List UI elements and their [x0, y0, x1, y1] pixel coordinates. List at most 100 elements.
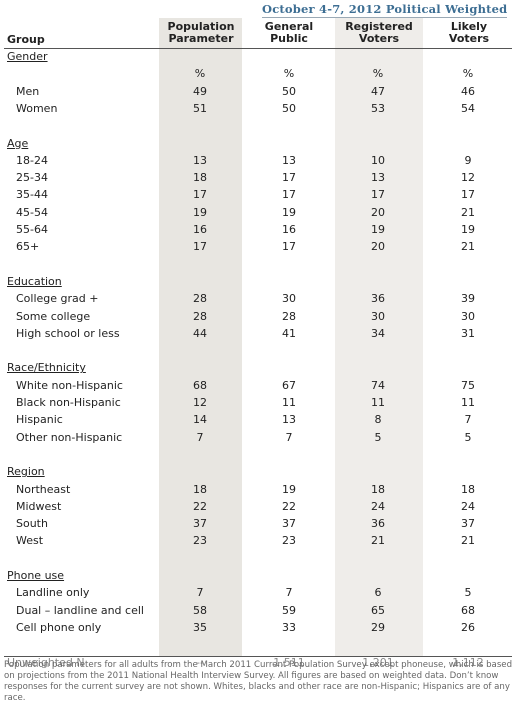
- row-label: 65+: [16, 240, 40, 254]
- category-row: Region: [0, 463, 517, 480]
- cell-c2: 28: [282, 309, 296, 323]
- cell-c1: 22: [193, 499, 207, 513]
- table-row: South 37 37 36 37: [0, 515, 517, 532]
- cell-c4: 68: [461, 603, 475, 617]
- registered-column-shade: [335, 18, 423, 656]
- cell-c4: 17: [461, 188, 475, 202]
- cell-c1: 28: [193, 292, 207, 306]
- cell-c2: 19: [282, 482, 296, 496]
- cell-c3: 20: [371, 240, 385, 254]
- cell-c3: 17: [371, 188, 385, 202]
- cell-c2: 17: [282, 188, 296, 202]
- cell-c1: 68: [193, 378, 207, 392]
- table-row: Men 49 50 47 46: [0, 83, 517, 100]
- cell-c1: 37: [193, 517, 207, 531]
- category-row: Age: [0, 135, 517, 152]
- row-label: College grad +: [16, 292, 99, 306]
- table-row: 45-54 19 19 20 21: [0, 204, 517, 221]
- row-label: 25-34: [16, 171, 48, 185]
- cell-c2: 16: [282, 223, 296, 236]
- row-label: Other non-Hispanic: [16, 430, 123, 444]
- cell-c2: 22: [282, 499, 296, 513]
- cell-c2: 13: [282, 153, 296, 167]
- cell-c1: 16: [193, 223, 207, 236]
- table-row: College grad + 28 30 36 39: [0, 290, 517, 307]
- cell-c1: 18: [193, 482, 207, 496]
- row-label: West: [16, 534, 44, 548]
- cell-c3: 34: [371, 326, 385, 340]
- header-general-public: General Public: [264, 20, 314, 45]
- category-label: Age: [7, 136, 29, 150]
- footnote: Population parameters for all adults fro…: [4, 660, 513, 703]
- cell-c1: 58: [193, 603, 207, 617]
- table-row: 35-44 17 17 17 17: [0, 186, 517, 203]
- table-row: 55-64 16 16 19 19: [0, 221, 517, 238]
- row-label: Some college: [16, 309, 91, 323]
- cell-c3: 36: [371, 292, 385, 306]
- cell-c3: 47: [371, 84, 385, 98]
- cell-c2: 17: [282, 171, 296, 185]
- row-label: 18-24: [16, 153, 48, 167]
- table-row: High school or less 44 41 34 31: [0, 325, 517, 342]
- table-row: Women 51 50 53 54: [0, 100, 517, 117]
- table-row: 25-34 18 17 13 12: [0, 169, 517, 186]
- cell-c3: 29: [371, 620, 385, 634]
- cell-c4: 54: [461, 101, 475, 115]
- row-label: Women: [16, 101, 58, 115]
- cell-c4: 18: [461, 482, 475, 496]
- cell-c1: --: [196, 655, 204, 669]
- cell-c1: 7: [196, 586, 204, 600]
- cell-c2: 33: [282, 620, 296, 634]
- cell-c4: 12: [461, 171, 475, 185]
- cell-c3: 11: [371, 396, 385, 409]
- cell-c2: 67: [282, 378, 296, 392]
- cell-c4: 21: [461, 534, 475, 548]
- row-label: Midwest: [16, 499, 62, 513]
- category-label: Region: [7, 465, 45, 479]
- header-rule: [4, 48, 512, 49]
- cell-c4: 9: [464, 153, 472, 167]
- cell-c4: 19: [461, 223, 475, 236]
- cell-c3: %: [372, 67, 384, 81]
- table-row: 18-24 13 13 10 9: [0, 152, 517, 169]
- row-label: Hispanic: [16, 413, 63, 427]
- cell-c4: 30: [461, 309, 475, 323]
- cell-c1: 28: [193, 309, 207, 323]
- cell-c3: 5: [374, 430, 382, 444]
- cell-c1: %: [194, 67, 206, 81]
- cell-c3: 18: [371, 482, 385, 496]
- cell-c2: 50: [282, 84, 296, 98]
- population-column-shade: [159, 18, 242, 656]
- cell-c1: 49: [193, 84, 207, 98]
- table-row: Cell phone only 35 33 29 26: [0, 619, 517, 636]
- cell-c1: 19: [193, 205, 207, 219]
- table-row: White non-Hispanic 68 67 74 75: [0, 377, 517, 394]
- cell-c3: 19: [371, 223, 385, 236]
- cell-c2: 7: [285, 586, 293, 600]
- cell-c2: 37: [282, 517, 296, 531]
- cell-c2: 19: [282, 205, 296, 219]
- cell-c3: 74: [371, 378, 385, 392]
- cell-c2: 30: [282, 292, 296, 306]
- cell-c1: 12: [193, 396, 207, 409]
- cell-c4: 24: [461, 499, 475, 513]
- cell-c4: 21: [461, 205, 475, 219]
- cell-c1: 51: [193, 101, 207, 115]
- row-label: Northeast: [16, 482, 71, 496]
- category-label: Education: [7, 274, 62, 288]
- cell-c4: 7: [464, 413, 472, 427]
- cell-c1: 14: [193, 413, 207, 427]
- row-label: Men: [16, 84, 40, 98]
- cell-c2: 7: [285, 430, 293, 444]
- cell-c4: 5: [464, 586, 472, 600]
- cell-c4: 75: [461, 378, 475, 392]
- row-label: Black non-Hispanic: [16, 396, 121, 409]
- cell-c3: 10: [371, 153, 385, 167]
- table-row: Northeast 18 19 18 18: [0, 481, 517, 498]
- cell-c3: 24: [371, 499, 385, 513]
- cell-c3: 65: [371, 603, 385, 617]
- cell-c2: 23: [282, 534, 296, 548]
- cell-c4: 11: [461, 396, 475, 409]
- row-label: Landline only: [16, 586, 90, 600]
- title-rule: [262, 17, 507, 18]
